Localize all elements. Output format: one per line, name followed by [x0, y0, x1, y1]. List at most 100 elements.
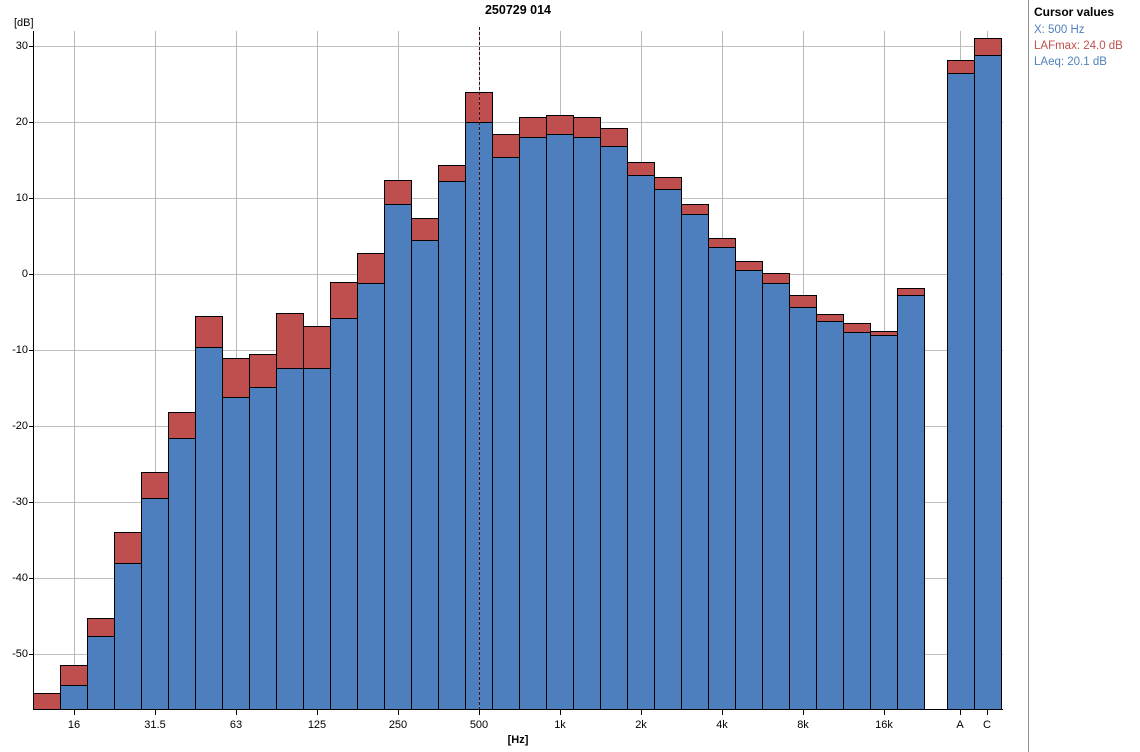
spectrum-bar-A[interactable]: [947, 60, 975, 710]
y-tick-label: 20: [15, 116, 28, 128]
x-tick: [155, 710, 156, 715]
spectrum-bar-31.5[interactable]: [141, 472, 169, 710]
spectrum-bar-630[interactable]: [492, 134, 520, 710]
y-tick: [29, 350, 33, 351]
spectrum-bar-16[interactable]: [60, 665, 88, 710]
spectrum-bar-80[interactable]: [249, 354, 277, 710]
laeq-segment: [519, 137, 547, 710]
laeq-segment: [492, 157, 520, 710]
laeq-segment: [546, 134, 574, 710]
spectrum-bar-125[interactable]: [303, 326, 331, 710]
spectrum-bar-63[interactable]: [222, 358, 250, 710]
laeq-segment: [87, 636, 115, 710]
spectrum-bar-20[interactable]: [87, 618, 115, 710]
laeq-segment: [573, 137, 601, 710]
cursor-x-readout: X: 500 Hz: [1034, 24, 1085, 36]
spectrum-bar-8k[interactable]: [789, 295, 817, 710]
y-tick-label: -40: [12, 572, 28, 584]
laeq-segment: [114, 563, 142, 710]
spectrum-bar-100[interactable]: [276, 313, 304, 710]
cursor-lafmax-readout: LAFmax: 24.0 dB: [1034, 40, 1123, 52]
laeq-segment: [762, 283, 790, 710]
laeq-segment: [141, 498, 169, 710]
y-tick: [29, 198, 33, 199]
laeq-segment: [276, 368, 304, 710]
spectrum-bar-40[interactable]: [168, 412, 196, 710]
laeq-segment: [681, 214, 709, 710]
x-tick-label: 63: [229, 719, 243, 731]
spectrum-bar-6.3k[interactable]: [762, 273, 790, 710]
x-tick-label: 500: [469, 719, 489, 731]
spectrum-bar-200[interactable]: [357, 253, 385, 710]
laeq-segment: [384, 204, 412, 710]
spectrum-bar-2.5k[interactable]: [654, 177, 682, 710]
spectrum-bar-C[interactable]: [974, 38, 1002, 710]
laeq-segment: [654, 189, 682, 710]
y-tick: [29, 502, 33, 503]
y-gridline: [33, 46, 1003, 47]
x-tick-label: 2k: [635, 719, 647, 731]
y-tick: [29, 122, 33, 123]
spectrum-bar-4k[interactable]: [708, 238, 736, 710]
spectrum-plot-area[interactable]: [33, 27, 1003, 710]
x-gridline: [74, 31, 75, 709]
laeq-segment: [947, 73, 975, 710]
laeq-segment: [438, 181, 466, 710]
laeq-segment: [60, 685, 88, 710]
y-tick: [29, 46, 33, 47]
spectrum-bar-1k[interactable]: [546, 115, 574, 710]
spectrum-bar-400[interactable]: [438, 165, 466, 710]
x-tick-label: 1k: [554, 719, 566, 731]
x-tick-label: 16k: [875, 719, 893, 731]
spectrum-bar-25[interactable]: [114, 532, 142, 710]
y-tick: [29, 274, 33, 275]
laeq-segment: [708, 247, 736, 710]
spectrum-bar-10k[interactable]: [816, 314, 844, 710]
spectrum-bar-315[interactable]: [411, 218, 439, 710]
laeq-segment: [249, 387, 277, 710]
x-tick: [722, 710, 723, 715]
laeq-segment: [735, 270, 763, 710]
x-tick: [398, 710, 399, 715]
spectrum-bar-800[interactable]: [519, 117, 547, 710]
y-tick: [29, 654, 33, 655]
spectrum-bar-50[interactable]: [195, 316, 223, 710]
spectrum-bar-250[interactable]: [384, 180, 412, 710]
x-tick-label: 8k: [797, 719, 809, 731]
y-tick-label: 10: [15, 192, 28, 204]
laeq-segment: [789, 307, 817, 710]
laeq-segment: [816, 321, 844, 710]
x-tick: [236, 710, 237, 715]
laeq-segment: [195, 347, 223, 710]
spectrum-bar-12.5k[interactable]: [843, 323, 871, 710]
y-tick: [29, 426, 33, 427]
y-axis-line: [33, 31, 34, 710]
spectrum-bar-1.6k[interactable]: [600, 128, 628, 710]
cursor-values-panel: Cursor values X: 500 Hz LAFmax: 24.0 dB …: [1034, 5, 1138, 70]
x-tick-label: 16: [67, 719, 81, 731]
laeq-segment: [168, 438, 196, 710]
laeq-segment: [897, 295, 925, 710]
spectrum-bar-5k[interactable]: [735, 261, 763, 710]
spectrum-bar-20k[interactable]: [897, 288, 925, 710]
laeq-segment: [870, 335, 898, 710]
laeq-segment: [357, 283, 385, 710]
laeq-segment: [330, 318, 358, 710]
laeq-segment: [843, 332, 871, 710]
x-tick-label: C: [983, 719, 991, 731]
spectrum-bar-1.25k[interactable]: [573, 117, 601, 710]
spectrum-bar-3.15k[interactable]: [681, 204, 709, 710]
y-tick-label: -50: [12, 648, 28, 660]
spectrum-bar-160[interactable]: [330, 282, 358, 710]
y-tick-label: -20: [12, 420, 28, 432]
spectrum-bar-2k[interactable]: [627, 162, 655, 710]
x-axis-line: [33, 709, 1003, 710]
spectrum-bar-16k[interactable]: [870, 331, 898, 710]
x-gridline: [155, 31, 156, 709]
laeq-segment: [222, 397, 250, 710]
x-tick-label: 125: [307, 719, 327, 731]
x-tick-label: 4k: [716, 719, 728, 731]
cursor-panel-title: Cursor values: [1034, 5, 1115, 19]
frequency-cursor-line[interactable]: [479, 27, 480, 709]
spectrum-bar-12.5[interactable]: [33, 693, 61, 710]
